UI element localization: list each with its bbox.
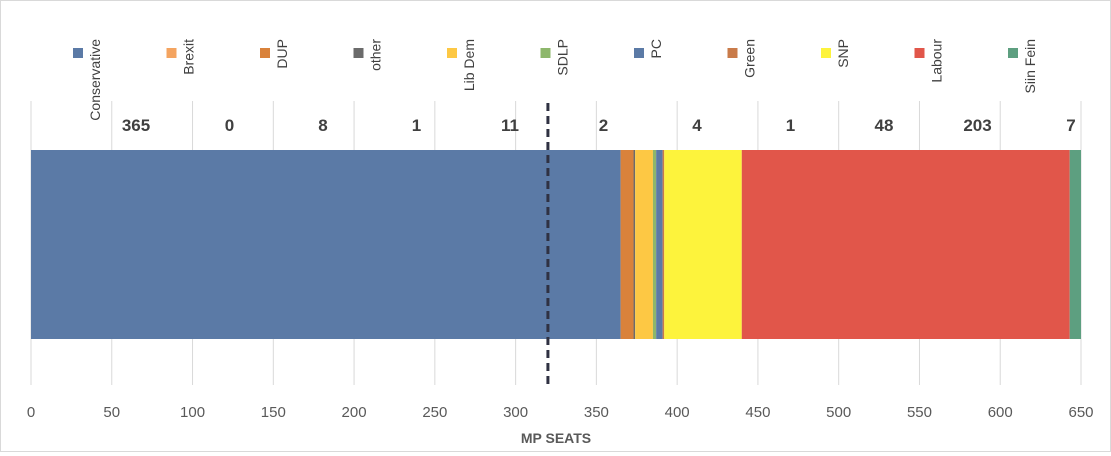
legend-label: PC	[648, 39, 664, 58]
x-tick-label: 650	[1068, 404, 1093, 421]
x-axis-title: MP SEATS	[521, 430, 591, 446]
x-tick-label: 400	[665, 404, 690, 421]
x-tick-label: 500	[826, 404, 851, 421]
legend-label: DUP	[274, 39, 290, 69]
seat-labels: 365 0 8 1 11 2 4 1 48 203 7	[122, 116, 1076, 135]
seat-label: 11	[501, 116, 519, 135]
bar-segment-6	[656, 150, 663, 339]
x-tick-label: 0	[27, 404, 35, 421]
bar-segment-2	[620, 150, 634, 339]
legend-marker	[260, 48, 270, 58]
x-tick-label: 450	[745, 404, 770, 421]
seat-label: 4	[692, 116, 702, 135]
legend-label: Lib Dem	[461, 39, 477, 91]
seat-label: 1	[412, 116, 421, 135]
legend-label: SDLP	[555, 39, 571, 76]
legend-label: Green	[742, 39, 758, 78]
bar-segment-8	[664, 150, 742, 339]
bar-segment-5	[652, 150, 657, 339]
bar-segment-10	[1069, 150, 1081, 339]
seat-label: 2	[599, 116, 608, 135]
legend-label: SNP	[835, 39, 851, 68]
legend-marker	[73, 48, 83, 58]
legend-marker	[914, 48, 925, 58]
legend-marker	[821, 48, 831, 58]
x-tick-label: 600	[988, 404, 1013, 421]
legend-marker	[447, 48, 457, 58]
bar-segment-4	[635, 150, 653, 339]
legend-marker	[1008, 48, 1018, 58]
legend-label: Labour	[929, 39, 945, 83]
bar-segment-3	[633, 150, 636, 339]
seat-label: 48	[875, 116, 894, 135]
legend-marker	[166, 48, 177, 58]
x-tick-label: 150	[261, 404, 286, 421]
legend-label: Conservative	[87, 39, 103, 121]
stacked-bar	[31, 150, 1081, 339]
seat-label: 8	[318, 116, 327, 135]
x-axis: 0 50 100 150 200 250 300 350 400 450 500 550 600 650	[27, 404, 1094, 421]
legend-marker	[727, 48, 738, 58]
legend-marker	[353, 48, 364, 58]
x-tick-label: 350	[584, 404, 609, 421]
seat-label: 365	[122, 116, 150, 135]
x-tick-label: 200	[342, 404, 367, 421]
bar-segment-9	[741, 150, 1070, 339]
legend-marker	[634, 48, 644, 58]
x-tick-label: 100	[180, 404, 205, 421]
seat-label: 1	[786, 116, 795, 135]
seat-label: 203	[963, 116, 991, 135]
legend-label: Brexit	[181, 39, 197, 75]
legend: Conservative Brexit DUP other Lib Dem SDLP PC G…	[73, 39, 1038, 121]
bar-segment-0	[31, 150, 621, 339]
x-tick-label: 50	[103, 404, 120, 421]
legend-label: other	[368, 39, 384, 71]
x-tick-label: 250	[422, 404, 447, 421]
seat-label: 0	[225, 116, 234, 135]
seat-label: 7	[1066, 116, 1075, 135]
x-tick-label: 300	[503, 404, 528, 421]
legend-marker	[540, 48, 551, 58]
x-tick-label: 550	[907, 404, 932, 421]
bar-segment-7	[662, 150, 665, 339]
legend-label: Siin Fein	[1022, 39, 1038, 93]
